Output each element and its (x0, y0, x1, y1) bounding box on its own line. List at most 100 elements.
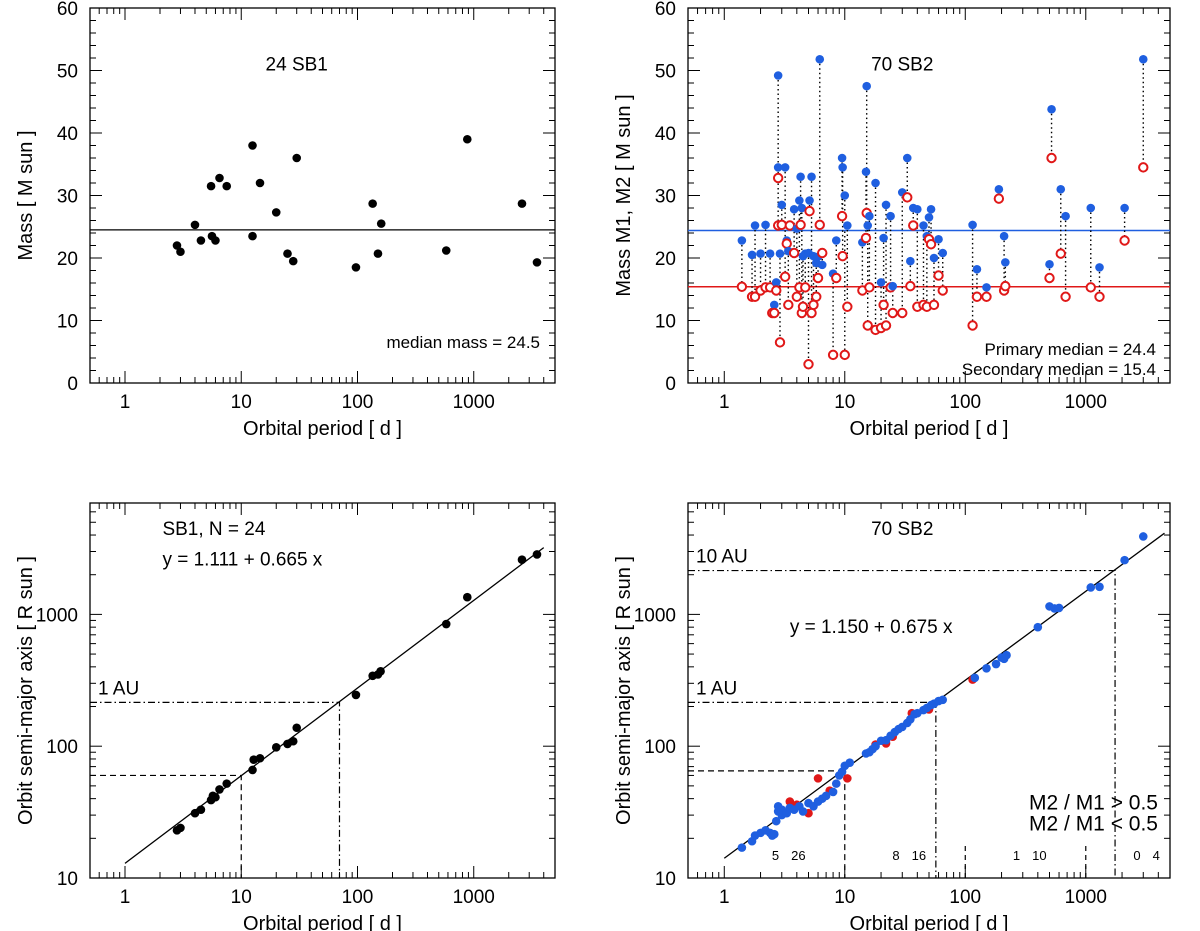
y-axis-label: Mass M1, M2 [ M sun ] (613, 94, 635, 296)
secondary-point (800, 282, 811, 293)
primary-point (1120, 203, 1129, 213)
primary-point (815, 54, 825, 64)
data-point-blue (828, 787, 838, 797)
chart-title: 24 SB1 (266, 55, 328, 76)
primary-point (924, 213, 934, 222)
secondary-point (1085, 282, 1096, 293)
data-point (196, 805, 206, 814)
data-point (441, 246, 451, 255)
ref-1au-line (90, 701, 341, 878)
primary-point (750, 221, 760, 230)
primary-point (837, 153, 847, 163)
data-point (351, 690, 361, 700)
data-point (368, 199, 377, 208)
x-tick-label: 100 (949, 887, 981, 908)
chart-title: SB1, N = 24 (162, 519, 265, 540)
x-tick-label: 10 (231, 392, 252, 413)
primary-point (773, 163, 783, 172)
x-axis-label: Orbital period [ d ] (850, 418, 1009, 440)
primary-point (817, 260, 827, 270)
primary-point (775, 249, 785, 258)
y-tick-label: 20 (655, 249, 676, 270)
data-point (172, 241, 182, 250)
data-point (441, 619, 451, 629)
primary-point (863, 221, 873, 230)
x-tick-label: 1 (120, 887, 131, 908)
y-tick-label: 50 (655, 62, 676, 83)
y-tick-label: 0 (665, 374, 676, 395)
data-point (248, 231, 257, 241)
x-tick-label: 1000 (1065, 887, 1107, 908)
secondary-point (791, 291, 803, 302)
chart-title: 70 SB2 (871, 55, 933, 76)
secondary-point (817, 247, 828, 259)
primary-point (756, 249, 765, 258)
y-tick-label: 100 (644, 737, 676, 758)
data-point-blue (1033, 622, 1043, 632)
data-point-blue (798, 807, 808, 816)
secondary-point (864, 282, 875, 293)
secondary-point (781, 238, 792, 249)
data-point (190, 220, 200, 230)
x-axis-label: Orbital period [ d ] (243, 913, 402, 931)
primary-point (747, 250, 757, 260)
primary-point (1056, 184, 1066, 194)
data-point (255, 753, 265, 763)
secondary-point (1119, 235, 1130, 246)
data-point (271, 208, 281, 217)
x-tick-label: 1 (120, 392, 131, 413)
secondary-point (971, 291, 983, 302)
y-tick-label: 1000 (634, 605, 676, 626)
y-tick-label: 60 (655, 0, 676, 20)
data-point (215, 173, 224, 183)
chart-tl: 1 10 100 1000 0 10 20 30 40 50 60 Orbital period [ … (15, 0, 556, 440)
data-point (248, 141, 257, 150)
secondary-point (937, 285, 948, 296)
secondary-point (860, 232, 872, 244)
secondary-point (878, 299, 889, 311)
secondary-point (783, 299, 794, 311)
secondary-point (993, 193, 1005, 204)
primary-point (807, 172, 816, 182)
x-axis-label: Orbital period [ d ] (243, 418, 402, 440)
y-axis-label: Orbit semi-major axis [ R sun ] (613, 556, 635, 825)
data-point-blue (845, 758, 855, 767)
secondary-point (1060, 291, 1071, 302)
legend-low-ratio: M2 / M1 < 0.5 (1029, 812, 1158, 835)
x-tick-label: 1000 (453, 392, 495, 413)
secondary-point (933, 270, 944, 281)
primary-point (888, 281, 898, 291)
secondary-point (925, 239, 937, 250)
secondary-point (902, 192, 913, 203)
data-point (211, 792, 220, 802)
primary-point (796, 172, 805, 182)
secondary-point (1055, 248, 1066, 259)
secondary-point (1138, 162, 1149, 173)
secondary-point (842, 301, 853, 312)
secondary-point (772, 172, 784, 184)
primary-point (777, 200, 787, 210)
secondary-point (836, 210, 848, 222)
ref-1au-label: 1 AU (696, 678, 737, 699)
x-tick-label: 10 (231, 887, 252, 908)
data-point (351, 263, 361, 272)
primary-point (1001, 258, 1010, 267)
data-point (176, 823, 185, 833)
secondary-point (806, 307, 817, 319)
bin-count-blue: 10 (1032, 848, 1046, 863)
primary-point (876, 278, 886, 287)
secondary-point (814, 219, 825, 231)
secondary-point (887, 307, 898, 319)
data-point-red (813, 774, 823, 783)
bin-count-red: 0 (1133, 848, 1140, 863)
primary-point (871, 178, 880, 188)
primary-point (795, 196, 804, 205)
data-point-blue (1095, 582, 1104, 592)
data-point (517, 555, 527, 564)
secondary-point (1046, 152, 1057, 164)
data-point-blue (1054, 603, 1064, 613)
data-point (176, 247, 185, 257)
data-point-blue (821, 791, 831, 801)
data-point-blue (938, 695, 948, 705)
ref-dashed-line (90, 774, 242, 878)
